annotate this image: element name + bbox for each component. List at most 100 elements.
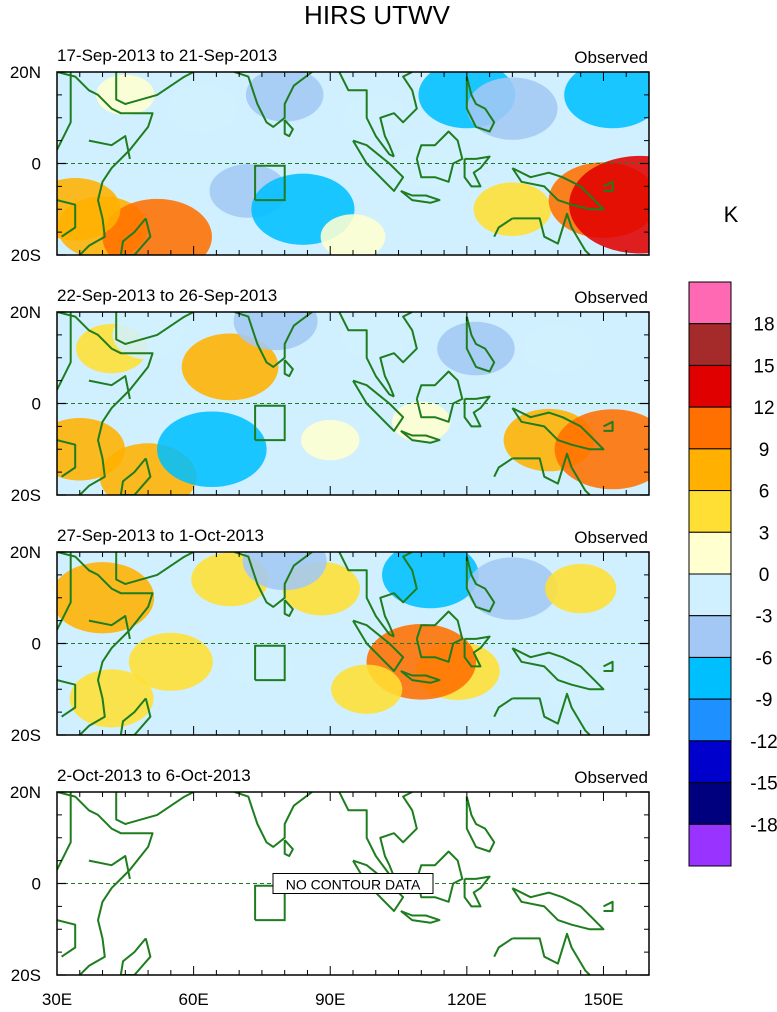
y-tick-label: 20N — [10, 303, 41, 322]
no-data-label: NO CONTOUR DATA — [286, 877, 421, 893]
coastline — [512, 692, 591, 735]
colorbar-swatch — [688, 406, 732, 450]
anomaly-blob — [522, 324, 594, 374]
anomaly-blob — [340, 312, 412, 360]
colorbar: 18 15 12 9 6 3 0 -3 -6 -9 -12 -15 -18 — [688, 281, 777, 867]
coastline — [463, 395, 491, 428]
colorbar-level-label: -12 — [750, 732, 777, 753]
coastline — [234, 552, 313, 608]
x-tick-label: 60E — [178, 990, 208, 1009]
coastline — [57, 792, 154, 975]
coastline — [234, 792, 313, 848]
coastline — [338, 552, 395, 638]
anomaly-blob — [128, 632, 213, 691]
coastline — [512, 932, 591, 975]
coastline — [465, 76, 496, 133]
colorbar-swatch — [688, 323, 732, 366]
panel-label: Observed — [574, 288, 648, 307]
coastline — [463, 155, 491, 188]
coastline — [415, 610, 464, 663]
y-tick-label: 20N — [10, 783, 41, 802]
coastline — [379, 72, 418, 157]
coastlines — [57, 312, 614, 495]
coastline — [338, 312, 395, 398]
coastline — [283, 599, 294, 617]
anomaly-blob — [102, 198, 212, 255]
coastline — [338, 72, 395, 158]
region-box — [254, 164, 286, 202]
coastlines — [57, 72, 614, 255]
anomaly-blob — [343, 95, 409, 141]
coastline — [603, 900, 614, 912]
coastline — [338, 792, 395, 878]
anomaly-blob — [57, 178, 121, 241]
anomaly-blob — [245, 72, 324, 122]
colorbar-level-label: 6 — [759, 482, 770, 503]
coastline — [400, 429, 441, 444]
anomaly-blob — [382, 552, 479, 609]
colorbar-level-label: -3 — [756, 607, 773, 628]
anomaly-blob — [437, 321, 515, 376]
coastline — [603, 180, 614, 192]
coastline — [57, 792, 72, 871]
map-panel: 22-Sep-2013 to 26-Sep-2013 Observed 20N 0 20… — [10, 286, 650, 505]
y-tick-label: 0 — [32, 395, 41, 414]
anomaly-blob — [569, 155, 649, 254]
panel-title: 27-Sep-2013 to 1-Oct-2013 — [57, 526, 264, 545]
anomaly-blob — [96, 74, 155, 116]
coastline — [512, 452, 591, 495]
anomaly-blob — [57, 562, 155, 634]
panel-title: 2-Oct-2013 to 6-Oct-2013 — [57, 766, 251, 785]
panel-label: Observed — [574, 528, 648, 547]
y-tick-label: 20S — [11, 246, 41, 265]
coastline — [465, 316, 496, 373]
anomaly-blob — [233, 312, 318, 351]
coastline — [57, 72, 154, 255]
map-panel: 2-Oct-2013 to 6-Oct-2013 Observed 20N 0 20S N… — [10, 766, 650, 985]
colorbar-level-label: -15 — [750, 774, 777, 795]
coastline — [234, 72, 313, 128]
figure-title: HIRS UTWV — [304, 0, 451, 30]
anomaly-blob — [229, 643, 295, 689]
coastline — [234, 312, 313, 368]
anomaly-blob — [242, 552, 327, 591]
colorbar-swatch — [688, 698, 732, 742]
x-tick-label: 150E — [584, 990, 624, 1009]
coastline — [379, 792, 418, 877]
x-tick-label: 30E — [42, 990, 72, 1009]
anomaly-blob — [331, 664, 403, 714]
coastline — [57, 679, 77, 718]
x-tick-label: 120E — [447, 990, 487, 1009]
coastline — [511, 407, 605, 451]
coastline — [603, 660, 614, 672]
y-tick-label: 20N — [10, 63, 41, 82]
coastline — [352, 139, 405, 192]
y-tick-label: 20S — [11, 726, 41, 745]
region-box — [254, 404, 286, 442]
anomaly-field — [57, 312, 649, 495]
coastline — [57, 439, 77, 478]
anomaly-blob — [392, 401, 451, 442]
colorbar-level-label: -18 — [750, 815, 777, 836]
coastline — [512, 212, 591, 255]
coastline — [119, 217, 152, 255]
y-tick-label: 20S — [11, 486, 41, 505]
coastline — [57, 312, 154, 495]
y-tick-label: 20S — [11, 966, 41, 985]
colorbar-swatch — [688, 364, 732, 408]
coastline — [400, 910, 441, 924]
coastline — [493, 697, 513, 718]
coastline — [57, 312, 72, 391]
coastline — [57, 199, 77, 238]
coastline — [415, 850, 464, 903]
coastline — [603, 420, 614, 432]
colorbar-swatch — [688, 823, 732, 867]
coastline — [119, 457, 152, 495]
anomaly-blob — [473, 182, 552, 237]
coastline — [463, 635, 491, 668]
coastline — [379, 312, 418, 397]
coastline — [493, 457, 513, 478]
coastline — [493, 217, 513, 238]
coastline — [283, 119, 294, 138]
anomaly-blob — [545, 564, 617, 614]
